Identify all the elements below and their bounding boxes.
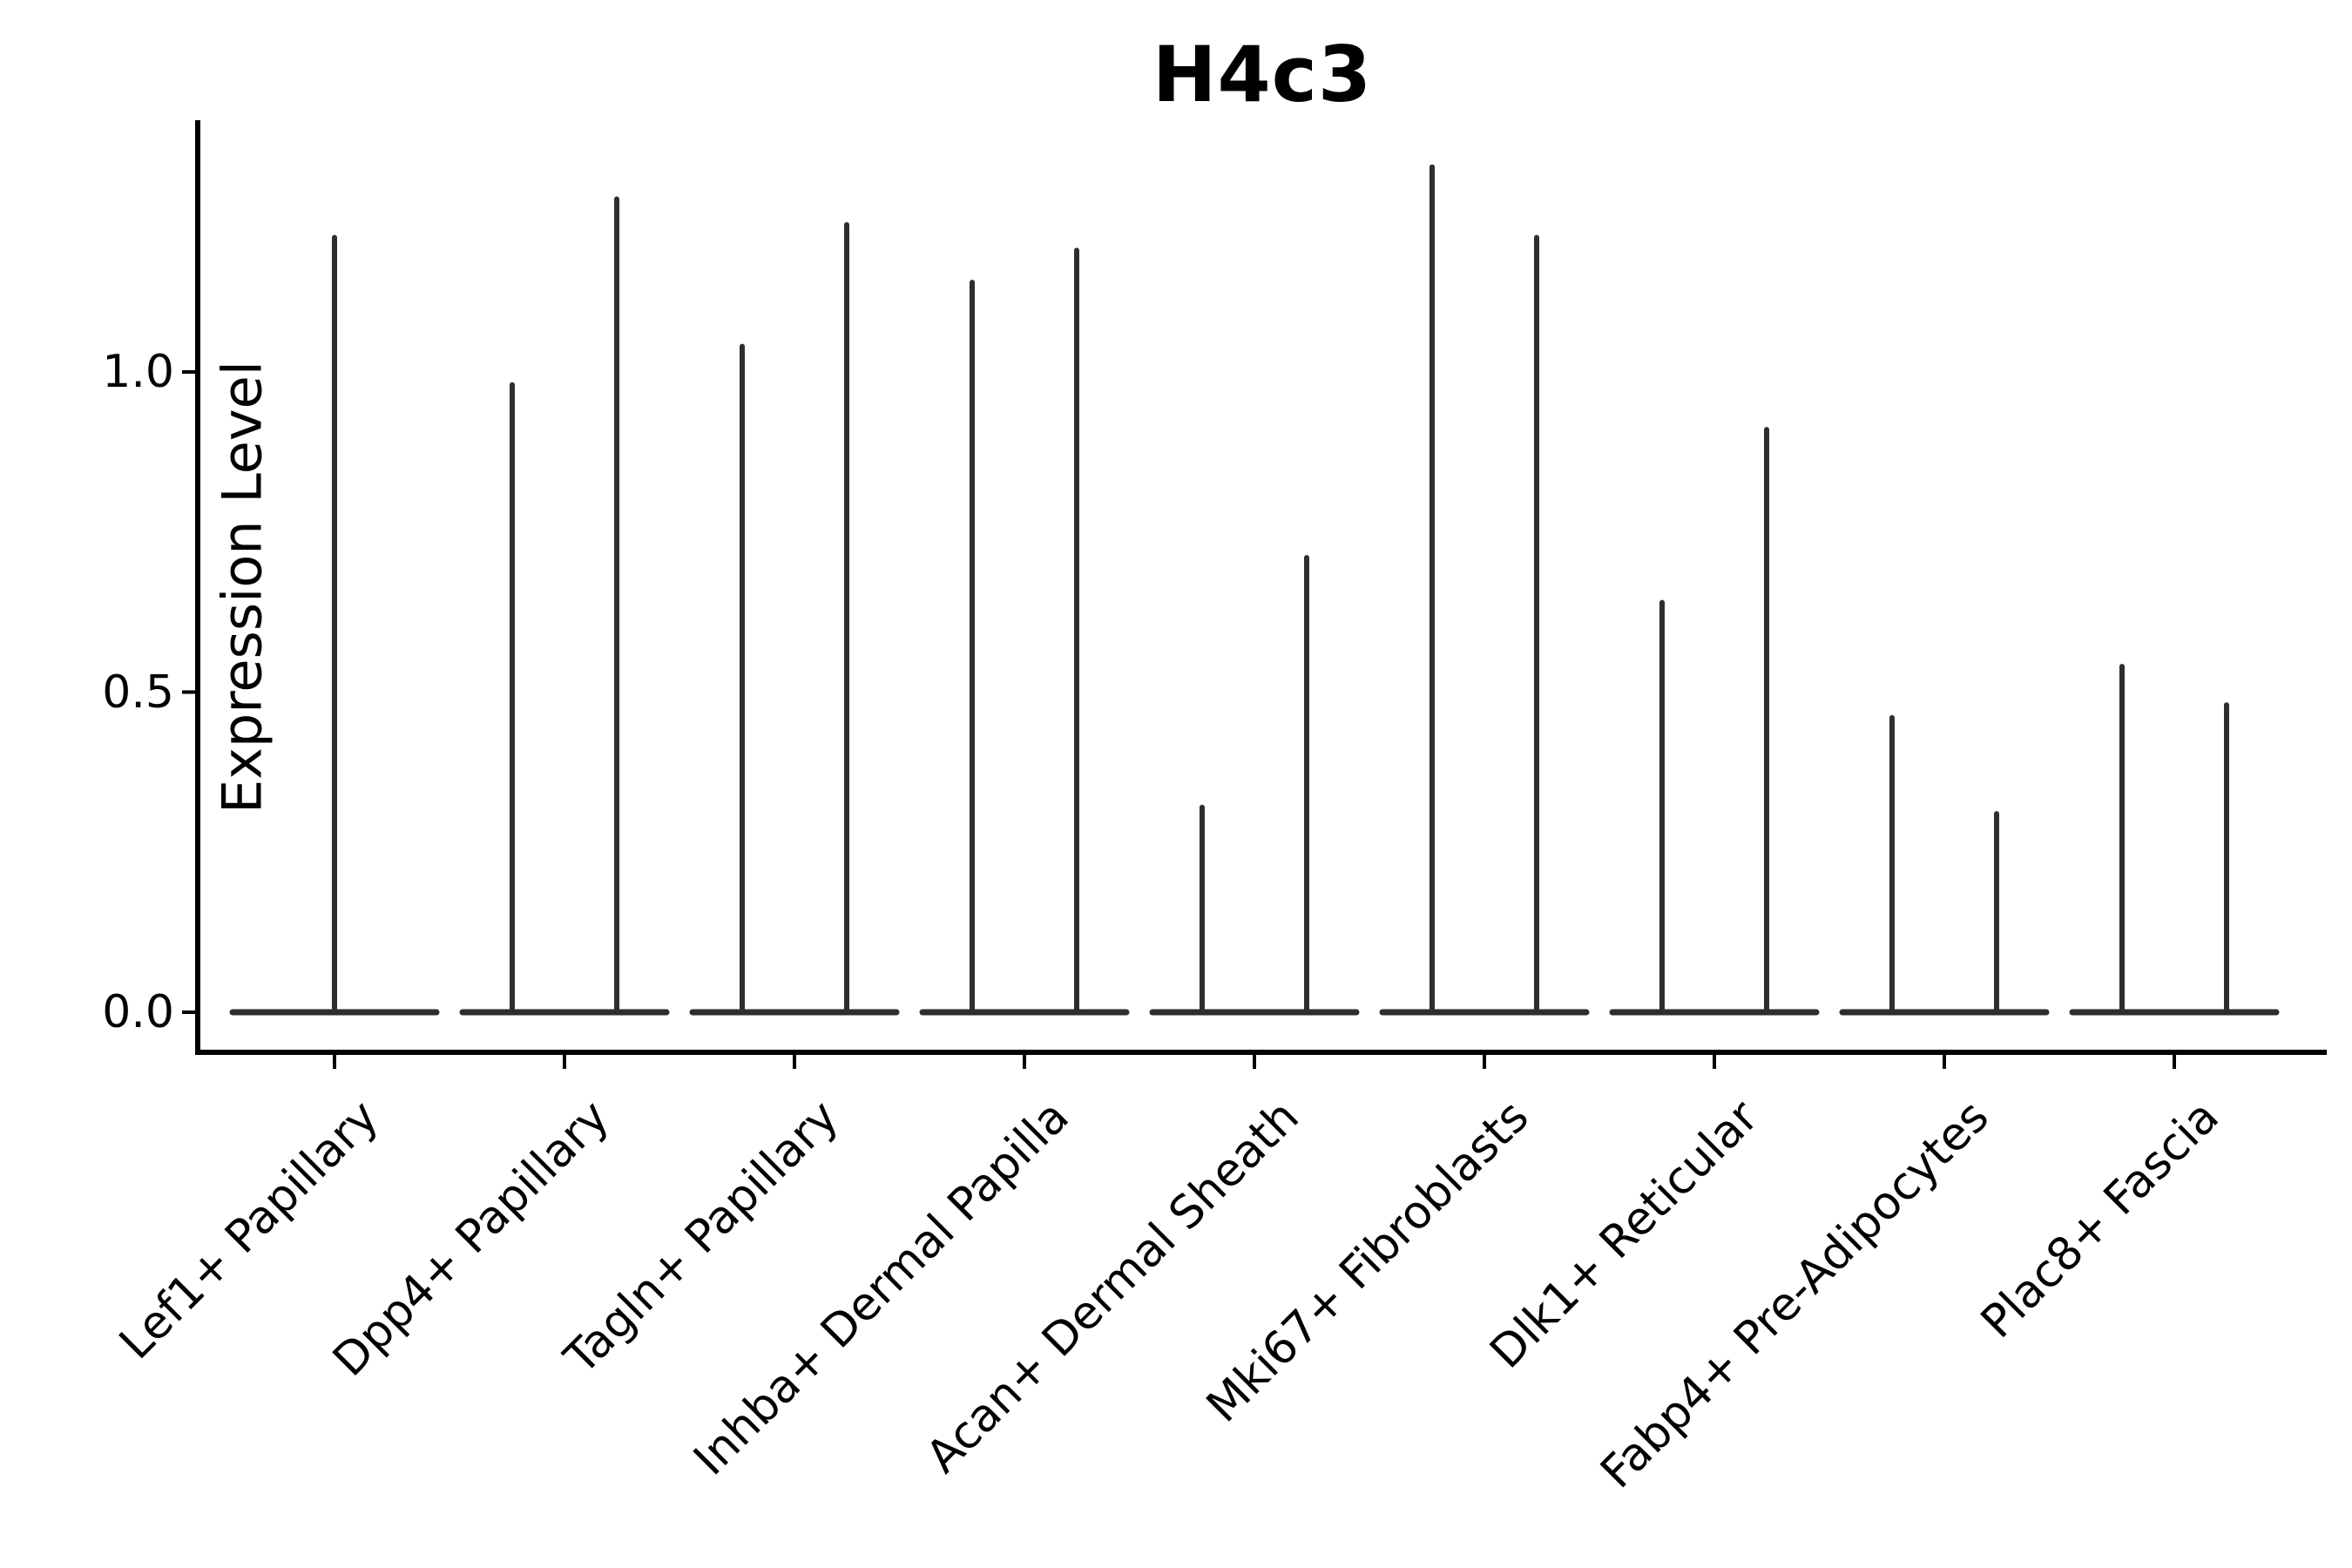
y-tick-label-10: 1.0 (102, 346, 174, 398)
y-tick-label-0: 0.0 (102, 986, 174, 1038)
plot-title: H4c3 (1152, 30, 1373, 119)
y-tick-label-05: 0.5 (102, 666, 174, 719)
